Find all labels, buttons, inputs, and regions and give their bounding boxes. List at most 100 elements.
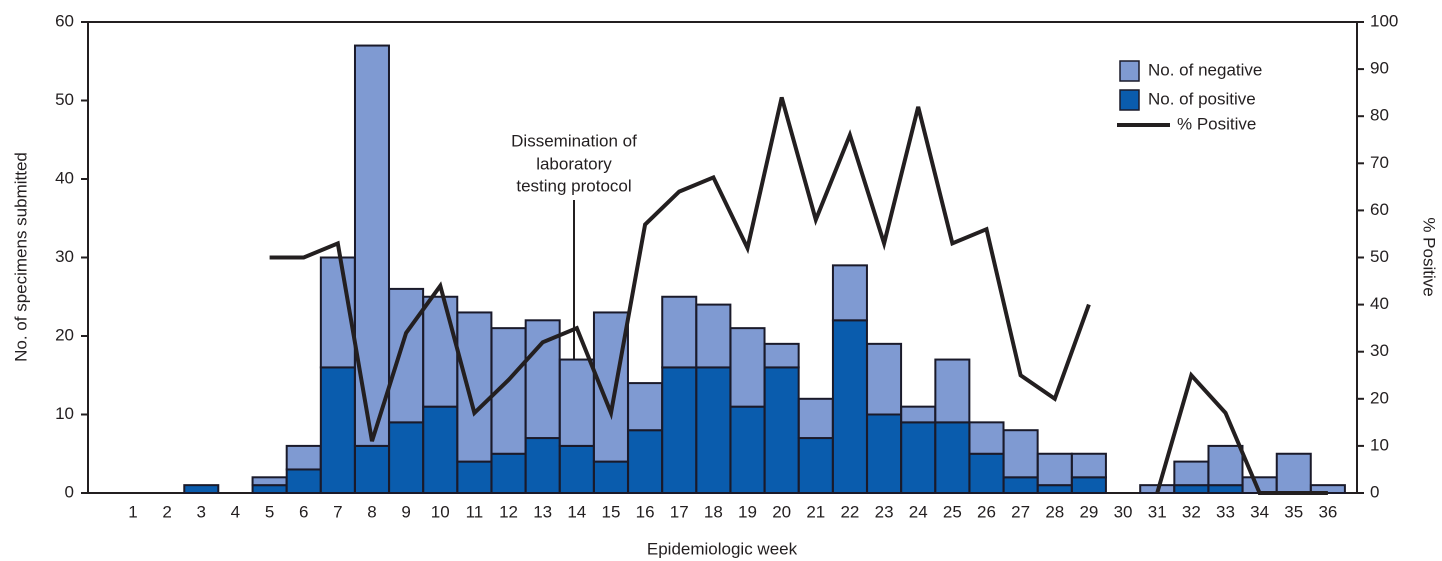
- bar-segment: [490, 452, 527, 494]
- legend-label: No. of positive: [1148, 89, 1256, 108]
- x-tick-label: 20: [772, 502, 791, 521]
- bar-segment: [1173, 460, 1210, 487]
- bar-segment: [1036, 484, 1073, 494]
- bar-segment: [1275, 452, 1312, 494]
- bar-segment: [866, 413, 903, 494]
- bar-segment: [592, 460, 629, 495]
- x-tick-label: 8: [367, 502, 376, 521]
- bar-segment: [866, 342, 903, 416]
- bar-segment: [1070, 452, 1107, 479]
- y-tick-label: 30: [55, 247, 74, 266]
- x-tick-label: 34: [1250, 502, 1269, 521]
- x-tick-label: 3: [197, 502, 206, 521]
- y-tick-label: 0: [65, 482, 74, 501]
- x-tick-label: 24: [909, 502, 928, 521]
- y2-tick-label: 20: [1370, 388, 1389, 407]
- x-tick-label: 29: [1079, 502, 1098, 521]
- x-tick-label: 12: [499, 502, 518, 521]
- x-tick-label: 18: [704, 502, 723, 521]
- legend-swatch: [1119, 60, 1140, 82]
- bar-segment: [251, 484, 288, 494]
- bar-segment: [558, 444, 595, 494]
- x-tick-label: 9: [401, 502, 410, 521]
- bar-segment: [627, 382, 664, 432]
- bar-segment: [251, 476, 288, 487]
- x-tick-label: 36: [1318, 502, 1337, 521]
- line-series: [269, 96, 1328, 495]
- bar-segment: [388, 421, 425, 495]
- annotation: testing protocol: [516, 176, 631, 195]
- legend-label: No. of negative: [1148, 60, 1262, 79]
- x-tick-label: 28: [1045, 502, 1064, 521]
- legend-label: % Positive: [1177, 114, 1256, 133]
- bar-segment: [456, 460, 493, 495]
- x-tick-label: 16: [636, 502, 655, 521]
- y-tick-label: 60: [55, 11, 74, 30]
- y2-tick-label: 0: [1370, 482, 1379, 501]
- bar-segment: [729, 327, 766, 408]
- bar-segment: [900, 421, 937, 495]
- x-tick-label: 14: [567, 502, 586, 521]
- x-tick-label: 33: [1216, 502, 1235, 521]
- y2-tick-label: 80: [1370, 106, 1389, 125]
- x-axis-label: Epidemiologic week: [647, 539, 798, 558]
- bar-segment: [1002, 476, 1039, 494]
- bar-segment: [831, 319, 868, 494]
- x-tick-label: 15: [601, 502, 620, 521]
- annotation: laboratory: [536, 154, 612, 173]
- legend-swatch: [1119, 89, 1140, 111]
- x-tick-label: 32: [1182, 502, 1201, 521]
- bar-segment: [661, 366, 698, 494]
- bar-segment: [900, 405, 937, 424]
- bar-segment: [524, 437, 561, 494]
- x-tick-label: 30: [1114, 502, 1133, 521]
- y2-tick-label: 10: [1370, 435, 1389, 454]
- y2-tick-label: 40: [1370, 294, 1389, 313]
- x-tick-label: 25: [943, 502, 962, 521]
- bar-segment: [1036, 452, 1073, 487]
- bar-segment: [968, 452, 1005, 494]
- x-tick-label: 1: [128, 502, 137, 521]
- bar-segment: [456, 311, 493, 463]
- bar-segment: [934, 358, 971, 424]
- y-tick-label: 40: [55, 168, 74, 187]
- x-tick-label: 6: [299, 502, 308, 521]
- annotation: Dissemination of: [511, 131, 637, 150]
- y-tick-label: 50: [55, 90, 74, 109]
- bar-segment: [627, 429, 664, 495]
- x-tick-label: 5: [265, 502, 274, 521]
- bar-segment: [285, 444, 322, 471]
- x-tick-label: 2: [162, 502, 171, 521]
- bar-segment: [763, 342, 800, 369]
- x-tick-label: 19: [738, 502, 757, 521]
- x-tick-label: 13: [533, 502, 552, 521]
- x-tick-label: 10: [431, 502, 450, 521]
- x-tick-label: 21: [806, 502, 825, 521]
- bar-segment: [968, 421, 1005, 455]
- y2-tick-label: 100: [1370, 11, 1398, 30]
- x-tick-label: 23: [875, 502, 894, 521]
- y-tick-label: 20: [55, 325, 74, 344]
- bar-segment: [422, 295, 459, 408]
- bar-segment: [695, 303, 732, 369]
- y2-tick-label: 70: [1370, 153, 1389, 172]
- bar-segment: [353, 444, 390, 494]
- bar-segment: [797, 437, 834, 494]
- x-tick-label: 26: [977, 502, 996, 521]
- bar-segment: [388, 287, 425, 424]
- y2-tick-label: 60: [1370, 200, 1389, 219]
- bar-segment: [797, 397, 834, 440]
- x-tick-label: 7: [333, 502, 342, 521]
- bar-segment: [1207, 444, 1244, 487]
- x-tick-label: 31: [1148, 502, 1167, 521]
- bar-segment: [319, 366, 356, 494]
- x-tick-label: 17: [670, 502, 689, 521]
- y2-axis-label: % Positive: [1420, 217, 1439, 296]
- y2-tick-label: 30: [1370, 341, 1389, 360]
- x-tick-label: 35: [1284, 502, 1303, 521]
- x-tick-label: 22: [840, 502, 859, 521]
- bar-segment: [1207, 484, 1244, 494]
- bar-segment: [729, 405, 766, 494]
- bar-segment: [1173, 484, 1210, 494]
